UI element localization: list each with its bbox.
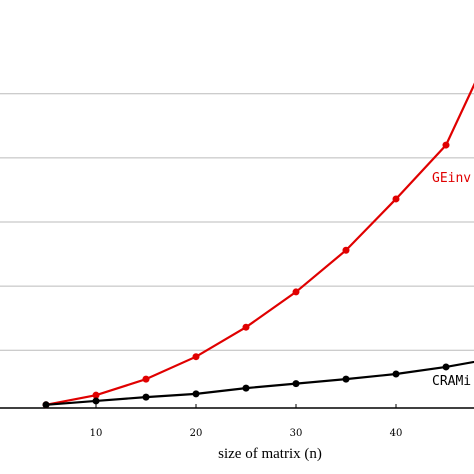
- data-point: [242, 323, 250, 331]
- data-point: [342, 246, 350, 254]
- x-tick-label: 30: [290, 428, 303, 439]
- series-line: [45, 82, 474, 406]
- grid: [0, 93, 474, 408]
- data-point: [442, 363, 450, 371]
- legend-label: GEinv: [432, 171, 471, 186]
- data-point: [392, 370, 400, 378]
- data-point: [42, 401, 50, 409]
- series-line: [45, 360, 474, 406]
- x-tick-label: 40: [390, 428, 403, 439]
- data-point: [242, 384, 250, 392]
- data-point: [92, 397, 100, 405]
- data-point: [142, 393, 150, 401]
- data-point: [292, 288, 300, 296]
- data-point: [142, 375, 150, 383]
- x-tick-label: 10: [90, 428, 103, 439]
- legend-label: CRAMi: [432, 374, 471, 389]
- plot-area: [42, 82, 474, 409]
- x-tick-label: 20: [190, 428, 203, 439]
- data-point: [342, 375, 350, 383]
- data-point: [392, 195, 400, 203]
- data-point: [192, 390, 200, 398]
- data-point: [292, 380, 300, 388]
- data-point: [442, 141, 450, 149]
- x-axis-label: size of matrix (n): [218, 446, 322, 462]
- labels: 10 20 30 40 GEinv CRAMi: [90, 171, 472, 439]
- data-point: [192, 353, 200, 361]
- data-point: [92, 391, 100, 399]
